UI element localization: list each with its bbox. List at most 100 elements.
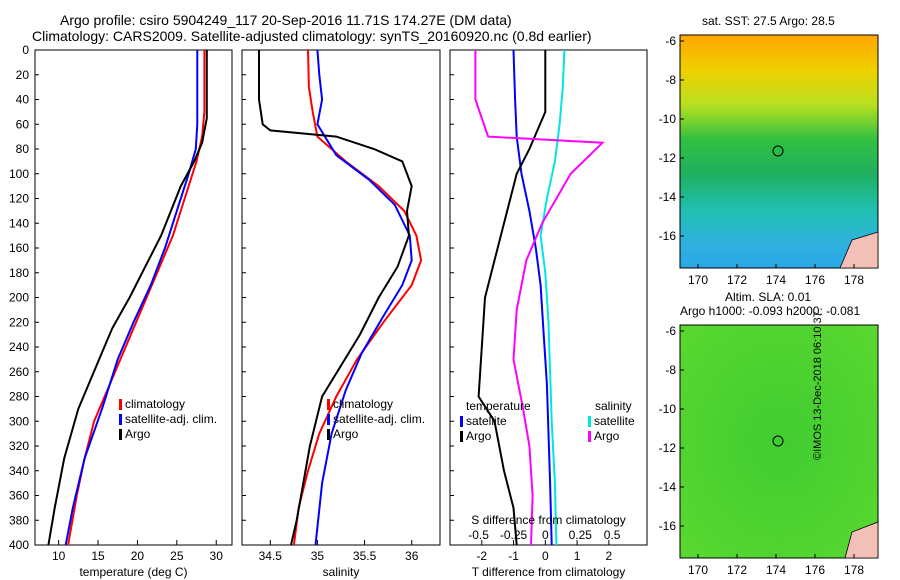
salinity-legend-label: Argo: [333, 427, 359, 441]
diff-top-tick-label: -0.5: [468, 528, 489, 542]
diff-legend-left-title: temperature: [466, 399, 531, 413]
sla-argo-marker: [772, 435, 784, 447]
depth-tick-label: 340: [9, 464, 29, 478]
salinity-xlabel: salinity: [323, 565, 360, 579]
temperature-series-climatology: [67, 50, 206, 546]
diff-top-tick-label: 0.5: [604, 528, 621, 542]
temperature-xtick-label: 15: [91, 549, 105, 563]
imos-credit: ©IMOS 13-Dec-2018 06:10:37: [812, 311, 824, 460]
temperature-xlabel: temperature (deg C): [79, 565, 187, 579]
depth-tick-label: 140: [9, 216, 29, 230]
salinity-legend-swatch: [327, 414, 330, 425]
depth-tick-label: 380: [9, 513, 29, 527]
sla-map-xtick-label: 172: [727, 563, 747, 577]
sla-map-xtick-label: 174: [766, 563, 786, 577]
sst-map-ytick-label: -6: [665, 34, 676, 48]
sst-map-ytick-label: -12: [659, 151, 677, 165]
sla-map-title-2: Argo h1000: -0.093 h2000: -0.081: [680, 304, 861, 318]
diff-legend-right-title: salinity: [595, 399, 632, 413]
depth-tick-label: 160: [9, 241, 29, 255]
depth-tick-label: 80: [16, 142, 30, 156]
temperature-legend-swatch: [119, 429, 122, 440]
salinity-xtick-label: 34.5: [259, 549, 283, 563]
temperature-xtick-label: 30: [210, 549, 224, 563]
diff-top-tick-label: 0: [542, 528, 549, 542]
diff-legend-left-swatch: [460, 416, 463, 427]
salinity-xtick-label: 35: [311, 549, 325, 563]
sst-map-xtick-label: 174: [766, 273, 786, 287]
sst-map-xtick-label: 170: [688, 273, 708, 287]
diff-top-tick-label: 0.25: [569, 528, 593, 542]
depth-tick-label: 360: [9, 489, 29, 503]
sst-argo-marker: [772, 145, 784, 157]
temperature-series-argo: [47, 50, 208, 546]
salinity-legend-swatch: [327, 429, 330, 440]
depth-tick-label: 220: [9, 315, 29, 329]
differences-xtick-label: 1: [574, 549, 581, 563]
sla-map-ytick-label: -10: [659, 402, 677, 416]
differences-xlabel: T difference from climatology: [472, 565, 626, 579]
sla-map-xtick-label: 178: [844, 563, 864, 577]
sst-map-xtick-label: 176: [805, 273, 825, 287]
differences-series-s-satellite: [539, 49, 566, 546]
depth-tick-label: 280: [9, 390, 29, 404]
temperature-legend-swatch: [119, 399, 122, 410]
sst-map-ytick-label: -10: [659, 112, 677, 126]
depth-tick-label: 100: [9, 167, 29, 181]
sst-map-land: [839, 231, 879, 269]
sla-map-xtick-label: 170: [688, 563, 708, 577]
salinity-series-argo: [258, 50, 413, 546]
diff-legend-right-label: satellite: [594, 414, 635, 428]
salinity-series-climatology: [292, 49, 423, 546]
salinity-legend-label: satellite-adj. clim.: [333, 412, 425, 426]
differences-xtick-label: -1: [508, 549, 519, 563]
title-line-1: Argo profile: csiro 5904249_117 20-Sep-2…: [60, 12, 512, 28]
diff-legend-left-swatch: [460, 431, 463, 442]
differences-xtick-label: 0: [542, 549, 549, 563]
depth-tick-label: 40: [16, 93, 30, 107]
depth-tick-label: 260: [9, 365, 29, 379]
depth-tick-label: 120: [9, 192, 29, 206]
temperature-xtick-label: 10: [52, 549, 66, 563]
salinity-legend-label: climatology: [333, 397, 393, 411]
depth-tick-label: 20: [16, 68, 30, 82]
depth-tick-label: 200: [9, 291, 29, 305]
title-line-2: Climatology: CARS2009. Satellite-adjuste…: [32, 28, 592, 44]
depth-tick-label: 320: [9, 439, 29, 453]
temperature-legend-label: climatology: [125, 397, 185, 411]
diff-top-tick-label: -0.25: [500, 528, 528, 542]
sla-map-xtick-label: 176: [805, 563, 825, 577]
salinity-xtick-label: 36: [405, 549, 419, 563]
depth-tick-label: 180: [9, 266, 29, 280]
diff-legend-left-label: satellite: [466, 414, 507, 428]
sla-map-land: [844, 521, 879, 559]
depth-tick-label: 300: [9, 414, 29, 428]
sla-map-ytick-label: -8: [665, 363, 676, 377]
sla-map: [679, 324, 879, 559]
temperature-legend-label: satellite-adj. clim.: [125, 412, 217, 426]
sla-map-ytick-label: -14: [659, 480, 677, 494]
depth-tick-label: 0: [22, 43, 29, 57]
sla-map-title-1: Altim. SLA: 0.01: [725, 290, 812, 304]
diff-legend-left-label: Argo: [466, 429, 492, 443]
sla-map-ytick-label: -12: [659, 441, 677, 455]
sst-map-xtick-label: 172: [727, 273, 747, 287]
salinity-legend-swatch: [327, 399, 330, 410]
temperature-legend-label: Argo: [125, 427, 151, 441]
temperature-series-satellite-adj.-clim.: [64, 50, 199, 546]
sst-map-ytick-label: -16: [659, 229, 677, 243]
temperature-xtick-label: 25: [170, 549, 184, 563]
sst-map: [679, 34, 879, 269]
sst-map-ytick-label: -14: [659, 190, 677, 204]
sst-map-ytick-label: -8: [665, 73, 676, 87]
differences-xtick-label: 2: [606, 549, 613, 563]
salinity-series-satellite-adj.-clim.: [314, 49, 413, 546]
sst-map-title: sat. SST: 27.5 Argo: 28.5: [702, 14, 835, 28]
depth-tick-label: 240: [9, 340, 29, 354]
diff-legend-right-swatch: [588, 431, 591, 442]
sla-map-ytick-label: -16: [659, 519, 677, 533]
diff-top-label: S difference from climatology: [471, 513, 626, 527]
salinity-xtick-label: 35.5: [353, 549, 377, 563]
temperature-legend-swatch: [119, 414, 122, 425]
